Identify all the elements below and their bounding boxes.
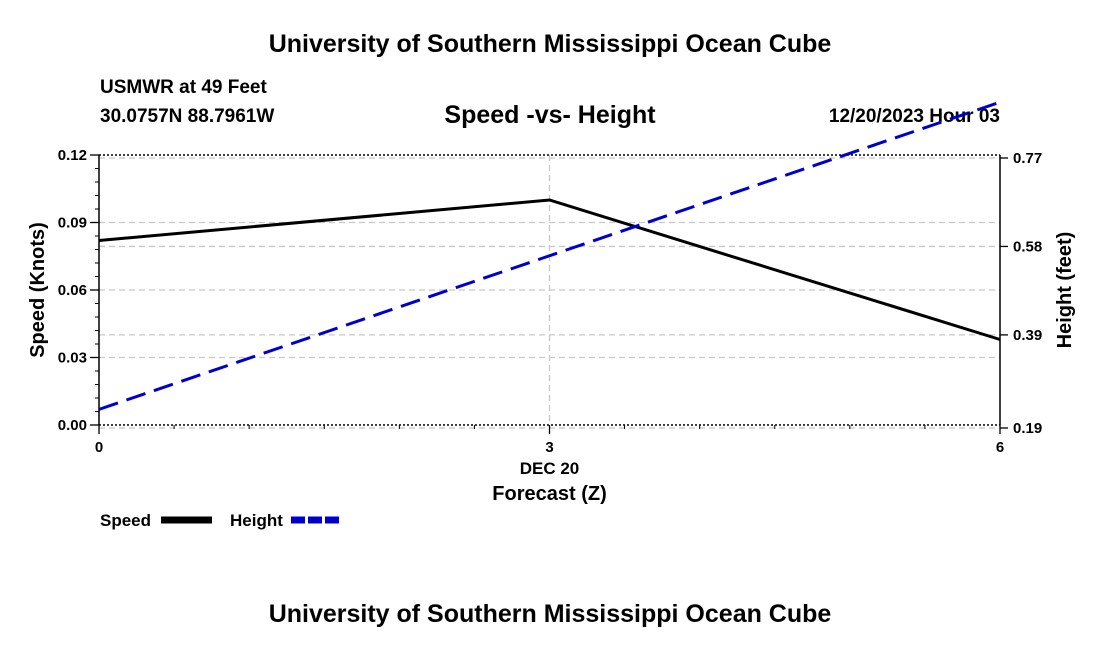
legend-label-speed: Speed [100, 511, 151, 530]
left-tick-label-1: 0.03 [58, 350, 87, 367]
left-tick-label-2: 0.06 [58, 282, 87, 299]
page-title: University of Southern Mississippi Ocean… [268, 30, 832, 58]
date-hour-label: 12/20/2023 Hour 03 [828, 106, 1000, 127]
footer-title: University of Southern Mississippi Ocean… [268, 600, 832, 628]
x-date-label: DEC 20 [520, 459, 580, 478]
series-line-height [98, 100, 1001, 411]
coordinates-label: 30.0757N 88.7961W [100, 106, 275, 127]
x-tick-label-0: 0 [95, 439, 103, 456]
y2-axis-title: Height (feet) [1054, 232, 1076, 349]
legend-label-height: Height [230, 511, 283, 530]
x-axis-title: Forecast (Z) [492, 483, 606, 505]
x-tick-label-2: 6 [996, 439, 1004, 456]
series-line-speed [98, 198, 1001, 341]
right-tick-label-2: 0.58 [1013, 238, 1042, 255]
right-tick-label-3: 0.77 [1013, 150, 1042, 167]
station-label: USMWR at 49 Feet [100, 77, 267, 98]
right-tick-label-0: 0.19 [1013, 420, 1042, 437]
y-axis-title: Speed (Knots) [27, 222, 49, 358]
left-tick-label-4: 0.12 [58, 147, 87, 164]
left-tick-label-3: 0.09 [58, 215, 87, 232]
chart-title: Speed -vs- Height [444, 101, 656, 129]
right-tick-label-1: 0.39 [1013, 327, 1042, 344]
x-tick-label-1: 3 [545, 439, 553, 456]
left-tick-label-0: 0.00 [58, 417, 87, 434]
